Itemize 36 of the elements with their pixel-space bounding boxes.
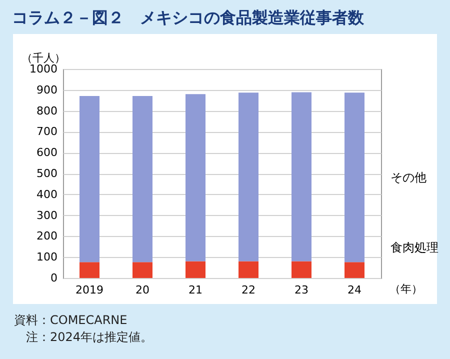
y-tick-label: 0	[50, 272, 58, 284]
y-tick-label: 100	[36, 250, 58, 264]
y-tick-label: 600	[36, 146, 58, 160]
bar	[80, 262, 100, 278]
y-tick-label: 800	[36, 104, 58, 118]
y-tick-label: 200	[36, 230, 58, 243]
bar	[132, 96, 152, 262]
bar	[186, 261, 206, 278]
bar	[344, 92, 364, 262]
y-tick-label: 900	[36, 83, 58, 96]
y-tick-label: 400	[36, 188, 58, 201]
bar	[132, 262, 152, 278]
bar	[292, 261, 312, 278]
bar	[238, 92, 258, 262]
chart-title: コラム２－図２ メキシコの食品製造業従事者数	[12, 8, 364, 29]
x-axis-title: （年）	[390, 282, 422, 296]
y-tick-label: 1000	[30, 62, 58, 76]
x-tick-label: 2019	[76, 284, 104, 296]
x-tick-label: 20	[136, 284, 150, 296]
y-tick-label: 500	[36, 167, 58, 180]
bar	[292, 92, 312, 262]
text: 資料：COMECARNE	[14, 312, 128, 329]
x-tick-label: 24	[348, 284, 362, 296]
text: その他	[390, 170, 426, 184]
y-tick-label: 300	[36, 208, 58, 222]
y-axis-title: （千人）	[22, 52, 66, 64]
x-tick-label: 23	[294, 284, 308, 296]
text: 注：2024年は推定値。	[25, 329, 153, 346]
x-tick-label: 21	[188, 284, 202, 296]
bar	[238, 261, 258, 278]
bar	[80, 96, 100, 262]
bar	[344, 262, 364, 278]
x-tick-label: 22	[242, 284, 256, 296]
bar	[186, 94, 206, 262]
y-tick-label: 700	[36, 125, 58, 138]
text: 食肉処理	[390, 240, 438, 254]
